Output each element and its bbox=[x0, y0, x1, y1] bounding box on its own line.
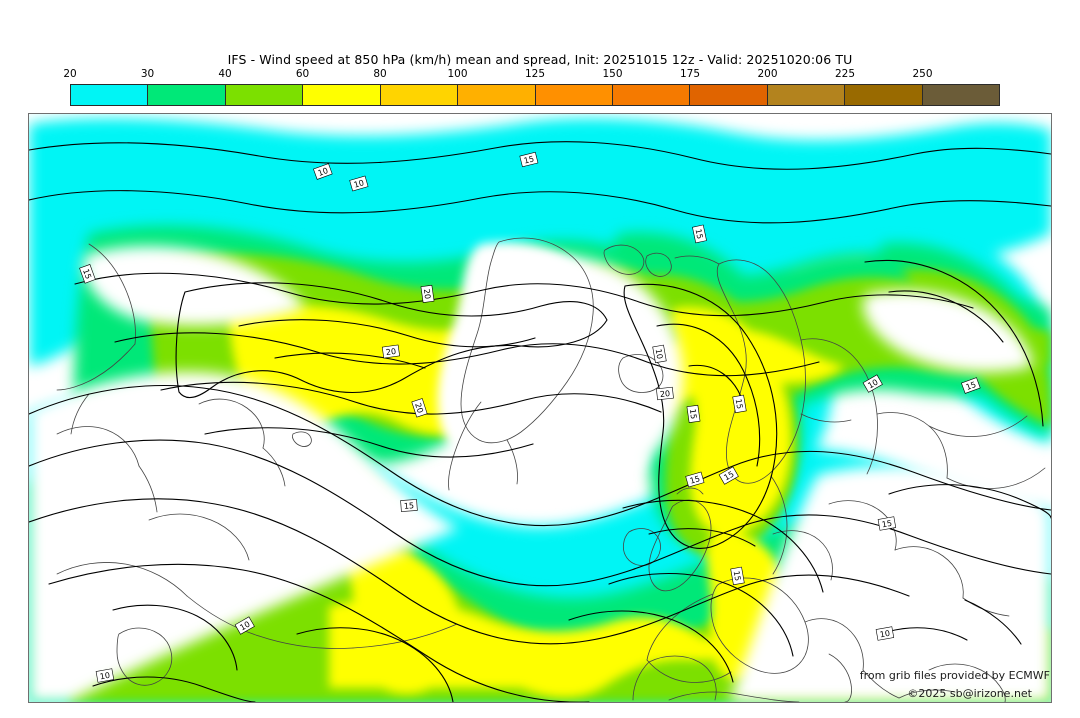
svg-text:15: 15 bbox=[404, 501, 415, 511]
colorbar-tick-label: 40 bbox=[218, 68, 232, 80]
contour-label-10: 10 bbox=[95, 668, 115, 683]
colorbar-segment bbox=[458, 85, 536, 105]
svg-text:20: 20 bbox=[422, 288, 432, 299]
contour-label-20: 20 bbox=[381, 344, 400, 359]
svg-text:15: 15 bbox=[694, 228, 705, 240]
contour-label-15: 15 bbox=[79, 264, 96, 284]
colorbar-segment bbox=[535, 85, 613, 105]
svg-text:15: 15 bbox=[732, 570, 743, 582]
contour-label-20: 20 bbox=[656, 386, 674, 401]
contour-label-15: 15 bbox=[730, 566, 745, 586]
svg-text:10: 10 bbox=[879, 629, 891, 640]
contour-label-15: 15 bbox=[686, 404, 701, 423]
contour-label-20: 20 bbox=[420, 284, 435, 303]
contour-labels: 10 15 10 15 bbox=[79, 151, 981, 683]
coastlines bbox=[56, 237, 1046, 702]
colorbar-segment bbox=[922, 85, 1000, 105]
contour-label-20: 20 bbox=[411, 398, 428, 418]
colorbar-tick-label: 30 bbox=[140, 68, 155, 80]
contour-label-10: 10 bbox=[875, 626, 895, 641]
svg-text:15: 15 bbox=[523, 154, 535, 165]
contour-label-15: 15 bbox=[692, 224, 707, 244]
colorbar-swatches bbox=[70, 84, 1000, 106]
svg-text:15: 15 bbox=[965, 380, 978, 392]
contour-label-15: 15 bbox=[732, 394, 747, 414]
svg-text:15: 15 bbox=[881, 519, 893, 530]
contour-label-10: 10 bbox=[349, 175, 369, 192]
contour-label-15: 15 bbox=[718, 466, 739, 485]
colorbar-tick-label: 225 bbox=[834, 68, 856, 80]
svg-text:10: 10 bbox=[866, 378, 879, 391]
svg-text:15: 15 bbox=[81, 268, 93, 281]
colorbar: 20 30 40 60 80 100 125 150 175 200 225 250 bbox=[63, 68, 1000, 108]
colorbar-tick-label: 125 bbox=[524, 68, 546, 80]
svg-text:15: 15 bbox=[734, 398, 745, 410]
map-canvas[interactable]: 10 15 10 15 bbox=[28, 113, 1052, 703]
contour-label-15: 15 bbox=[877, 516, 897, 531]
colorbar-tick-label: 80 bbox=[373, 68, 387, 80]
contour-label-10: 10 bbox=[313, 163, 333, 180]
colorbar-tick-label: 20 bbox=[63, 68, 77, 80]
colorbar-segment bbox=[71, 85, 149, 105]
svg-text:15: 15 bbox=[688, 408, 698, 419]
contour-label-10: 10 bbox=[652, 344, 667, 364]
contour-label-15: 15 bbox=[961, 377, 981, 394]
svg-text:10: 10 bbox=[353, 178, 365, 189]
attribution-copyright: ©2025 sb@irizone.net bbox=[907, 687, 1032, 700]
svg-text:10: 10 bbox=[238, 620, 251, 633]
contour-label-15: 15 bbox=[400, 499, 418, 512]
svg-text:20: 20 bbox=[413, 402, 425, 414]
page-title: IFS - Wind speed at 850 hPa (km/h) mean … bbox=[227, 52, 853, 67]
colorbar-tick-label: 60 bbox=[295, 68, 310, 80]
colorbar-segment bbox=[767, 85, 846, 105]
colorbar-tick-label: 250 bbox=[912, 68, 933, 80]
spread-contours bbox=[29, 141, 1051, 702]
svg-text:10: 10 bbox=[654, 348, 665, 360]
svg-text:15: 15 bbox=[689, 474, 701, 485]
contour-label-10: 10 bbox=[862, 374, 883, 393]
landmass-greenland bbox=[437, 241, 613, 471]
colorbar-segment bbox=[845, 85, 923, 105]
colorbar-segment bbox=[303, 85, 381, 105]
attribution-source: from grib files provided by ECMWF bbox=[859, 669, 1050, 682]
colorbar-segment bbox=[612, 85, 691, 105]
svg-text:10: 10 bbox=[317, 166, 330, 178]
contour-label-15: 15 bbox=[685, 471, 705, 488]
svg-text:15: 15 bbox=[722, 470, 735, 483]
svg-text:10: 10 bbox=[99, 671, 111, 682]
contour-label-10: 10 bbox=[234, 616, 255, 635]
colorbar-segment bbox=[148, 85, 226, 105]
colorbar-tick-labels: 20 30 40 60 80 100 125 150 175 200 225 250 bbox=[63, 68, 1000, 84]
colorbar-segment bbox=[225, 85, 304, 105]
colorbar-tick-label: 175 bbox=[679, 68, 701, 80]
contour-label-15: 15 bbox=[519, 151, 539, 168]
colorbar-segment bbox=[690, 85, 768, 105]
colorbar-tick-label: 150 bbox=[602, 68, 623, 80]
colorbar-tick-label: 100 bbox=[447, 68, 468, 80]
colorbar-segment bbox=[380, 85, 459, 105]
colorbar-tick-label: 200 bbox=[757, 68, 778, 80]
svg-text:20: 20 bbox=[659, 389, 670, 399]
svg-text:20: 20 bbox=[385, 347, 396, 357]
